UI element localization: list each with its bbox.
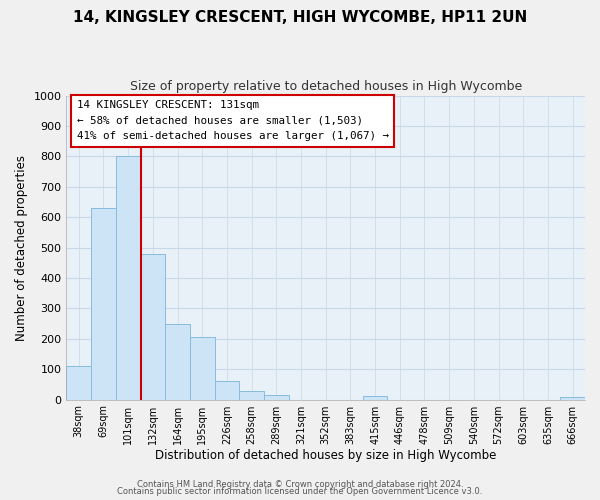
Y-axis label: Number of detached properties: Number of detached properties	[15, 154, 28, 340]
Text: 14 KINGSLEY CRESCENT: 131sqm
← 58% of detached houses are smaller (1,503)
41% of: 14 KINGSLEY CRESCENT: 131sqm ← 58% of de…	[77, 100, 389, 141]
Text: Contains public sector information licensed under the Open Government Licence v3: Contains public sector information licen…	[118, 487, 482, 496]
Bar	[264, 395, 289, 400]
Title: Size of property relative to detached houses in High Wycombe: Size of property relative to detached ho…	[130, 80, 522, 93]
X-axis label: Distribution of detached houses by size in High Wycombe: Distribution of detached houses by size …	[155, 450, 496, 462]
Text: 14, KINGSLEY CRESCENT, HIGH WYCOMBE, HP11 2UN: 14, KINGSLEY CRESCENT, HIGH WYCOMBE, HP1…	[73, 10, 527, 25]
Bar	[239, 391, 264, 400]
Bar	[190, 338, 215, 400]
Bar	[116, 156, 140, 400]
Bar	[165, 324, 190, 400]
Text: Contains HM Land Registry data © Crown copyright and database right 2024.: Contains HM Land Registry data © Crown c…	[137, 480, 463, 489]
Bar	[363, 396, 388, 400]
Bar	[560, 397, 585, 400]
Bar	[215, 382, 239, 400]
Bar	[91, 208, 116, 400]
Bar	[140, 254, 165, 400]
Bar	[67, 366, 91, 400]
